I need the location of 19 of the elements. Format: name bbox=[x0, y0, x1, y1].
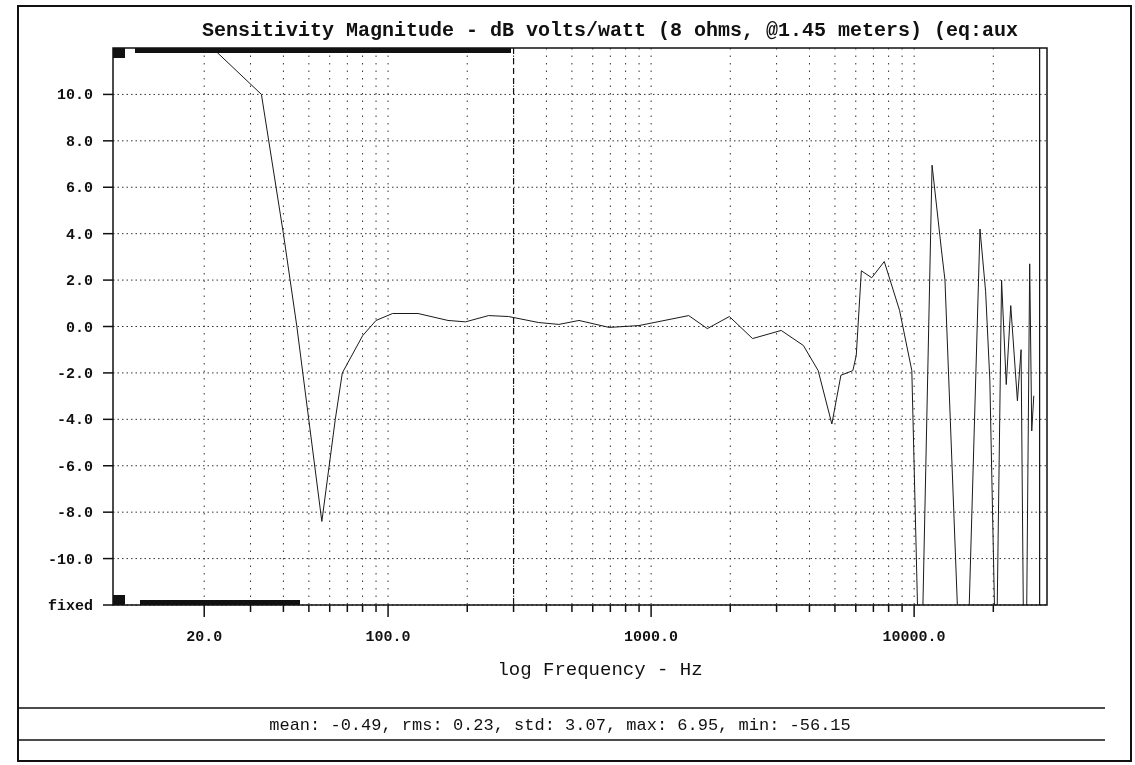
y-tick-label: -2.0 bbox=[56, 365, 93, 383]
x-tick-label: 1000.0 bbox=[624, 629, 679, 646]
y-tick-label: 10.0 bbox=[56, 87, 93, 105]
y-tick-label: 8.0 bbox=[65, 133, 93, 151]
y-tick-label: -8.0 bbox=[56, 505, 93, 523]
y-tick-label: -6.0 bbox=[56, 458, 93, 476]
y-tick-label: 2.0 bbox=[65, 273, 93, 291]
x-axis-title: log Frequency - Hz bbox=[497, 659, 703, 681]
y-tick-label: 6.0 bbox=[65, 180, 93, 198]
y-tick-label: 0.0 bbox=[65, 319, 93, 337]
x-tick-label: 10000.0 bbox=[882, 629, 946, 646]
y-tick-label: -4.0 bbox=[56, 412, 93, 430]
y-tick-label: 4.0 bbox=[65, 226, 93, 244]
chart-title: Sensitivity Magnitude - dB volts/watt (8 ohms, @1.45 meters) (eq:aux bbox=[201, 19, 1019, 42]
text: mean: -0.49, rms: 0.23, std: 3.07, max: 6.95, min: -56.15 bbox=[269, 716, 851, 735]
y-tick-label: fixed bbox=[47, 598, 93, 615]
y-tick-label: -10.0 bbox=[47, 551, 93, 569]
x-tick-label: 20.0 bbox=[186, 629, 223, 646]
x-tick-label: 100.0 bbox=[365, 629, 411, 646]
